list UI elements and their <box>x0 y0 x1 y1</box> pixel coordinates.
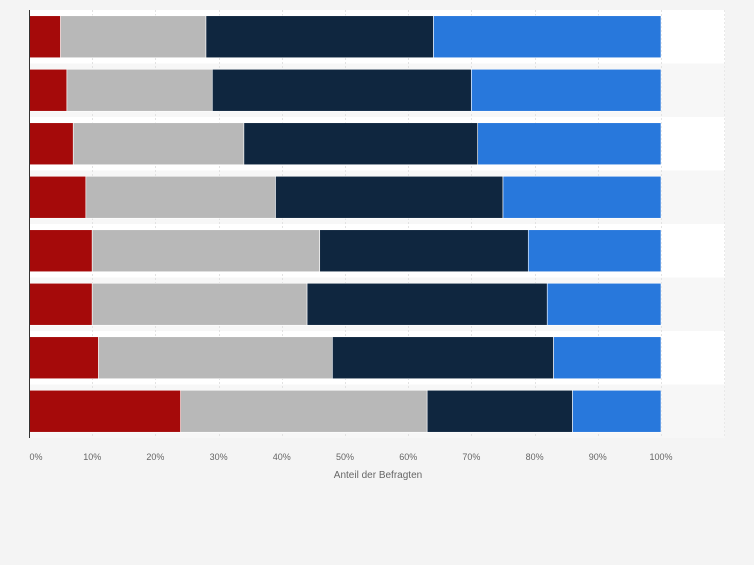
bar-segment-1[interactable] <box>28 336 99 380</box>
x-axis-label: Anteil der Befragten <box>334 470 422 481</box>
bar-segment-3[interactable] <box>319 229 529 273</box>
x-tick-label: 40% <box>273 452 291 462</box>
bar-segment-4[interactable] <box>546 282 662 326</box>
bar-segment-4[interactable] <box>477 122 662 166</box>
bar-segment-3[interactable] <box>243 122 479 166</box>
x-tick-label: 80% <box>526 452 544 462</box>
x-tick-label: 90% <box>589 452 607 462</box>
bar-segment-1[interactable] <box>28 68 68 112</box>
x-tick-label: 100% <box>649 452 672 462</box>
bar-segment-4[interactable] <box>527 229 662 273</box>
x-tick-label: 60% <box>399 452 417 462</box>
bar-segment-4[interactable] <box>471 68 662 112</box>
bar-segment-1[interactable] <box>28 175 87 219</box>
bar-segment-1[interactable] <box>28 122 74 166</box>
bar-segment-3[interactable] <box>332 336 554 380</box>
bar-segment-3[interactable] <box>306 282 548 326</box>
bar-segment-4[interactable] <box>433 15 662 59</box>
bar-segment-2[interactable] <box>180 389 428 433</box>
bar-segment-2[interactable] <box>91 229 321 273</box>
x-tick-label: 50% <box>336 452 354 462</box>
bar-segment-3[interactable] <box>275 175 504 219</box>
bar-segment-2[interactable] <box>72 122 245 166</box>
bar-segment-2[interactable] <box>98 336 333 380</box>
bar-segment-4[interactable] <box>553 336 662 380</box>
bar-segment-1[interactable] <box>28 229 93 273</box>
bar-segment-4[interactable] <box>502 175 662 219</box>
bar-segment-2[interactable] <box>85 175 276 219</box>
x-tick-label: 30% <box>210 452 228 462</box>
bar-segment-3[interactable] <box>211 68 472 112</box>
bar-segment-2[interactable] <box>91 282 308 326</box>
bar-segment-1[interactable] <box>28 15 61 59</box>
bar-segment-2[interactable] <box>66 68 213 112</box>
x-tick-label: 70% <box>462 452 480 462</box>
x-tick-label: 20% <box>146 452 164 462</box>
bar-segment-2[interactable] <box>60 15 207 59</box>
bar-segment-3[interactable] <box>205 15 434 59</box>
x-tick-label: 0% <box>29 452 42 462</box>
bar-segment-1[interactable] <box>28 282 93 326</box>
x-tick-label: 10% <box>83 452 101 462</box>
bar-segment-3[interactable] <box>426 389 573 433</box>
bar-segment-4[interactable] <box>572 389 662 433</box>
bar-segment-1[interactable] <box>28 389 181 433</box>
